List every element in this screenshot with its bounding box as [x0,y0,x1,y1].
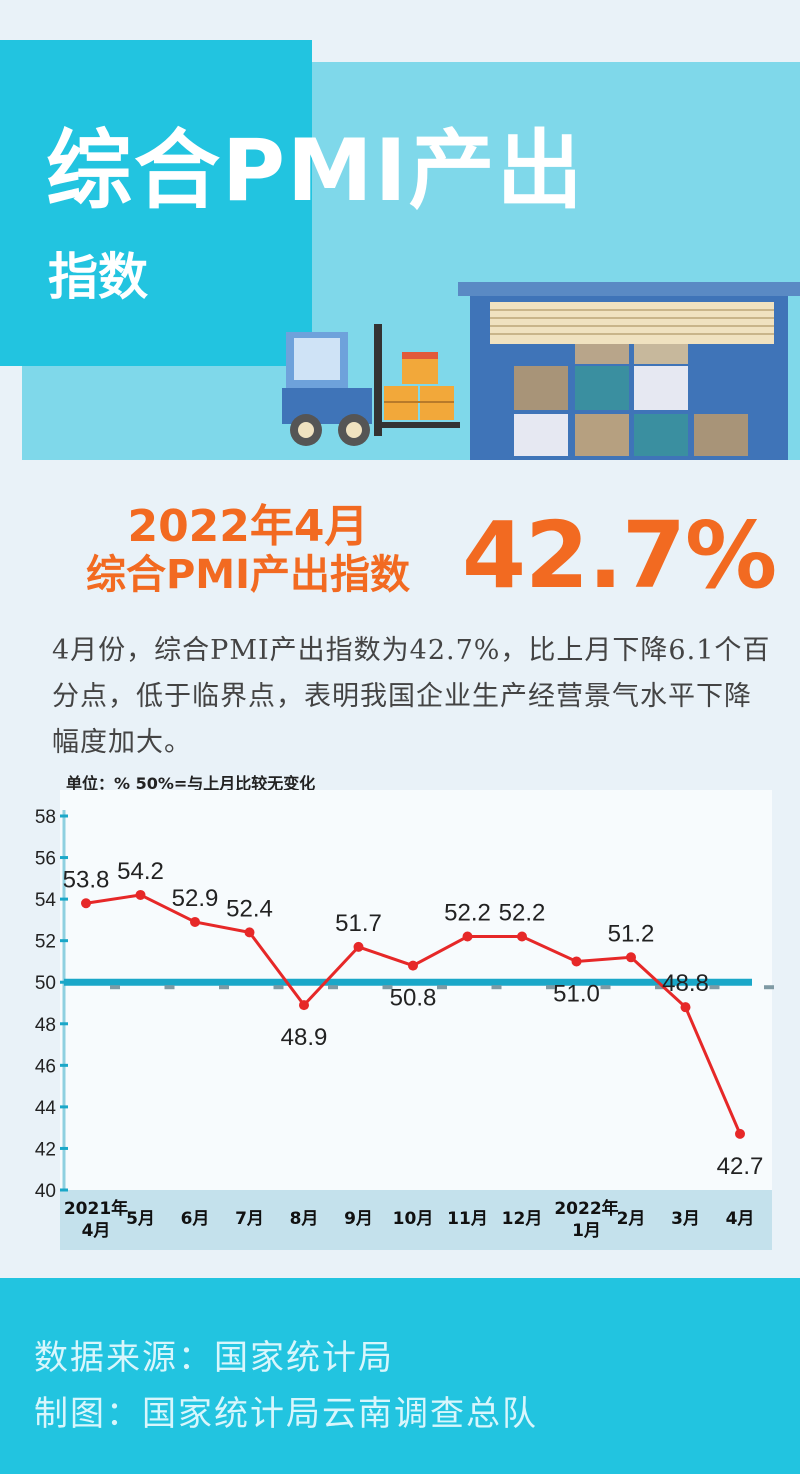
y-tick-label: 42 [35,1139,56,1160]
page-subtitle: 指数 [48,248,148,306]
reference-line-marker [437,985,447,990]
x-tick-label: 5月 [126,1209,155,1229]
reference-line-marker [164,985,175,990]
value-label: 54.2 [117,858,164,885]
data-point [626,952,636,963]
forklift [282,324,460,446]
x-tick-label: 2021年 4月 [64,1198,128,1241]
description-text: 4月份，综合PMI产出指数为42.7%，比上月下降6.1个百分点，低于临界点，表… [52,635,771,758]
y-axis-ticks: 40 42 44 46 48 50 52 54 56 58 [35,807,68,1202]
value-label: 52.2 [444,900,491,927]
data-point [408,960,418,971]
value-label: 52.9 [172,885,219,912]
reference-line-group [64,978,774,990]
y-tick-label: 40 [35,1181,56,1202]
data-point [135,889,146,900]
x-tick-label: 4月 [726,1209,755,1229]
reference-line-marker [219,985,229,990]
reference-line-marker [382,985,393,990]
value-label: 48.8 [662,970,709,997]
y-tick-label: 46 [35,1056,56,1077]
reference-line-marker [491,985,502,990]
reference-line-marker [655,985,665,990]
data-point [81,898,91,909]
x-tick-label: 3月 [671,1209,700,1229]
x-tick-label: 6月 [181,1209,210,1229]
x-tick-label: 9月 [344,1209,373,1229]
value-label: 53.8 [63,866,110,893]
headline-indicator-name: 综合PMI产出指数 [85,552,410,599]
x-tick-label: 11月 [447,1209,488,1229]
x-tick-label: 7月 [235,1209,264,1229]
data-point [190,916,200,927]
value-label: 48.9 [281,1024,328,1051]
x-tick-label: 2月 [617,1209,646,1229]
data-point [353,941,364,952]
headline-date: 2022年4月 [127,501,369,552]
x-tick-label: 8月 [290,1209,319,1229]
x-tick-label: 2022年 1月 [554,1198,618,1241]
data-point [244,927,255,938]
warehouse-shutter [490,302,774,344]
warehouse-forklift-illustration [282,282,800,460]
value-label: 50.8 [390,985,437,1012]
value-label: 42.7 [717,1153,764,1180]
y-tick-label: 52 [35,932,56,953]
page-title: 综合PMI产出 [46,121,585,221]
reference-line-marker [600,985,611,990]
headline-value: 42.7% [462,502,777,609]
y-tick-label: 48 [35,1015,56,1036]
headline-label: 2022年4月 综合PMI产出指数 [58,501,438,599]
reference-line-marker [328,985,338,990]
y-tick-label: 58 [35,807,56,828]
x-axis-band [60,1190,772,1250]
reference-line-marker [273,985,284,990]
warehouse-roof [458,282,800,296]
reference-line-marker [764,985,774,990]
chart-unit-note: 单位：% 50%=与上月比较无变化 [66,774,316,793]
data-point [517,931,527,942]
plot-area [60,790,772,1190]
value-label: 51.2 [608,920,655,947]
y-tick-label: 50 [35,973,56,994]
y-tick-label: 54 [35,890,57,911]
data-points [81,889,745,1139]
data-source: 数据来源：国家统计局 [34,1338,394,1378]
value-label: 51.0 [553,980,600,1007]
value-label: 52.2 [499,900,546,927]
reference-line-marker [709,985,720,990]
data-point [735,1128,745,1139]
y-tick-label: 44 [35,1098,57,1119]
data-point [680,1002,691,1013]
warehouse-boxes [514,344,748,456]
data-point [571,956,582,967]
title-block [0,40,312,366]
pmi-line-chart: 40 42 44 46 48 50 52 54 56 58 53.8 54.2 52.9 52.4 48.… [35,790,774,1250]
x-tick-label: 12月 [502,1209,543,1229]
chart-credit: 制图：国家统计局云南调查总队 [34,1394,538,1434]
reference-line-marker [546,985,556,990]
value-label: 52.4 [226,895,273,922]
x-tick-label: 10月 [393,1209,434,1229]
value-label: 51.7 [335,910,382,937]
data-point [299,1000,309,1011]
y-tick-label: 56 [35,849,56,870]
reference-line-marker [110,985,120,990]
value-labels: 53.8 54.2 52.9 52.4 48.9 51.7 50.8 52.2 52.2 51.0… [63,858,764,1180]
footer [0,1278,800,1474]
data-point [462,931,473,942]
